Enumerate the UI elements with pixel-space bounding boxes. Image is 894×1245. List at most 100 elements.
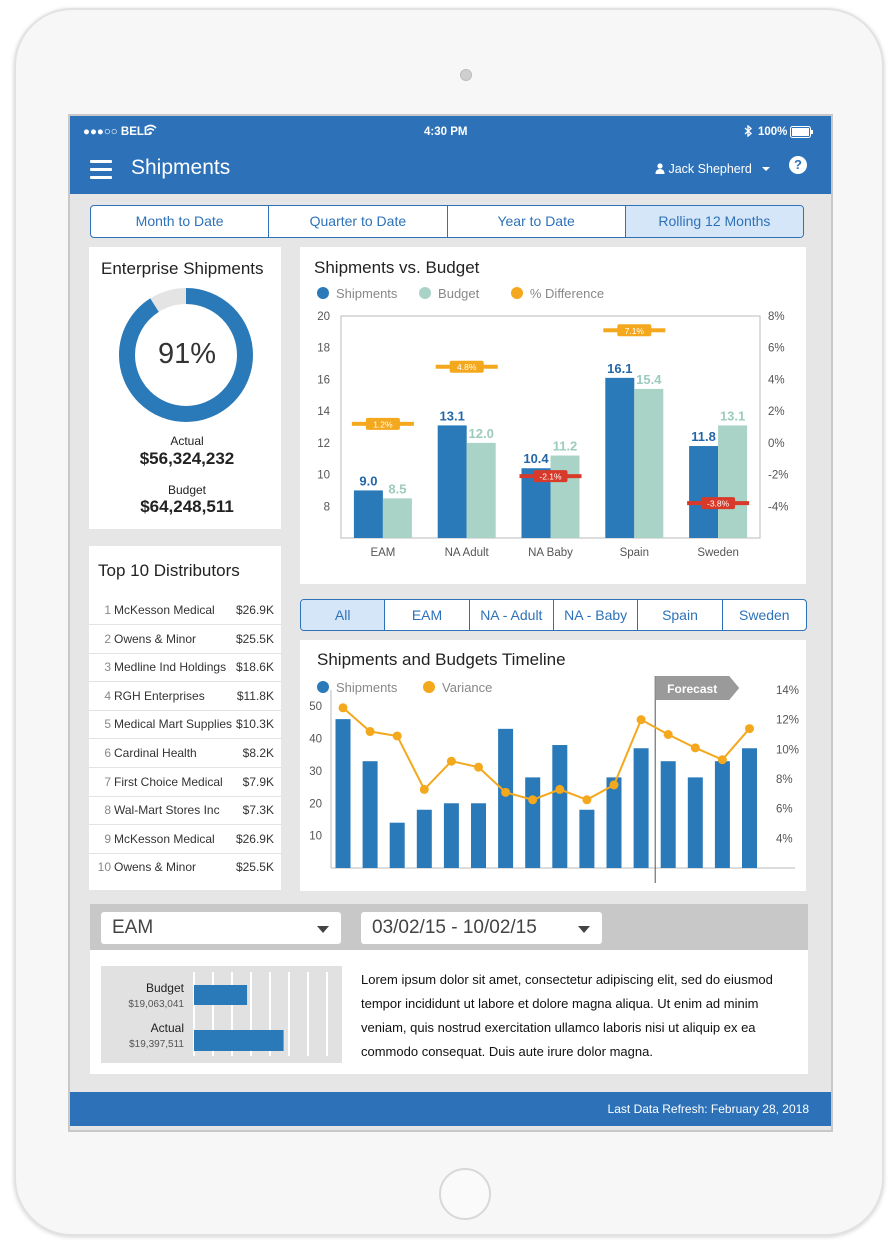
variance-point — [528, 795, 538, 805]
tab-sweden[interactable]: Sweden — [721, 600, 806, 630]
chart1-title: Shipments vs. Budget — [314, 258, 480, 277]
bar-value-label: $19,063,041 — [128, 999, 184, 1010]
distributor-rank: 5 — [104, 717, 111, 732]
x-tick-label: NA Adult — [445, 547, 490, 559]
legend-shipments: Shipments — [336, 286, 398, 301]
distributor-row[interactable]: 6 Cardinal Health $8.2K — [89, 739, 281, 768]
distributor-rank: 4 — [104, 688, 111, 703]
budget-actual-panel: Budget $19,063,041 Actual $19,397,511 — [101, 966, 342, 1063]
distributor-value: $25.5K — [235, 631, 274, 646]
home-button[interactable] — [439, 1168, 491, 1220]
shipments-vs-budget-chart: 20 18 16 14 12 10 8 8% 6% 4% 2% 0% -2% -4% EAM 9.0 8.5 1.… — [317, 311, 788, 559]
y2-tick-label: 8% — [768, 311, 785, 323]
page-title: Shipments — [131, 156, 231, 179]
budget-actual-chart: Budget $19,063,041 Actual $19,397,511 — [128, 972, 328, 1056]
y-tick-label: 8 — [324, 501, 330, 513]
y2-tick-label: 8% — [776, 774, 793, 786]
filter-bar: EAM 03/02/15 - 10/02/15 — [90, 904, 808, 950]
distributor-row[interactable]: 9 McKesson Medical $26.9K — [89, 825, 281, 854]
date-range-value: 03/02/15 - 10/02/15 — [372, 917, 537, 938]
caret-down-icon — [317, 926, 329, 933]
distributor-rank: 8 — [104, 803, 111, 818]
difference-marker — [533, 470, 568, 483]
y2-tick-label: -4% — [768, 501, 788, 513]
difference-label: -3.8% — [707, 499, 730, 509]
bar-data-label: 11.8 — [691, 429, 716, 444]
variance-point — [365, 727, 375, 737]
distributor-row[interactable]: 5 Medical Mart Supplies $10.3K — [89, 710, 281, 740]
battery-icon — [790, 126, 814, 141]
distributor-name: First Choice Medical — [114, 774, 223, 789]
app-header: Shipments Jack Shepherd ? — [70, 150, 831, 194]
timeline-bar — [606, 777, 622, 868]
bar-category-label: Budget — [146, 981, 185, 995]
help-icon[interactable]: ? — [789, 156, 807, 174]
tab-rolling-12-months[interactable]: Rolling 12 Months — [624, 206, 803, 237]
distributor-row[interactable]: 3 Medline Ind Holdings $18.6K — [89, 653, 281, 683]
distributor-rank: 2 — [104, 631, 111, 646]
variance-legend-icon — [423, 681, 436, 693]
y2-tick-label: 6% — [776, 804, 793, 816]
distributor-name: McKesson Medical — [114, 603, 215, 617]
distributor-value: $10.3K — [235, 717, 274, 732]
timeline-bar — [714, 761, 730, 868]
timeline-bar — [525, 777, 541, 868]
variance-point — [474, 762, 483, 772]
x-tick-label: Spain — [620, 547, 649, 559]
bar-data-label: 16.1 — [607, 361, 632, 376]
distributor-value: $8.2K — [242, 746, 274, 760]
chevron-down-icon — [755, 162, 771, 176]
bar-budget — [466, 442, 496, 538]
bar-data-label: 11.2 — [553, 439, 578, 454]
tab-all[interactable]: All — [301, 600, 385, 630]
tab-na-baby[interactable]: NA - Baby — [552, 600, 637, 630]
detail-card: Budget $19,063,041 Actual $19,397,511 Lorem… — [90, 950, 808, 1074]
wifi-icon — [144, 124, 157, 138]
variance-point — [663, 730, 673, 739]
tab-quarter-to-date[interactable]: Quarter to Date — [268, 206, 446, 237]
y2-tick-label: 0% — [768, 438, 785, 450]
variance-point — [582, 795, 592, 805]
distributor-rank: 3 — [104, 660, 111, 675]
bar-data-label: 12.0 — [469, 426, 494, 441]
y2-tick-label: 6% — [768, 343, 785, 355]
distributor-row[interactable]: 4 RGH Enterprises $11.8K — [89, 682, 281, 711]
y-tick-label: 16 — [317, 374, 330, 386]
tab-month-to-date[interactable]: Month to Date — [135, 213, 224, 229]
distributor-value: $7.3K — [242, 803, 274, 818]
app-screen: ●●●○○ BELL 4:30 PM 100% Shipments Jack S… — [68, 114, 833, 1132]
distributor-row[interactable]: 1 McKesson Medical $26.9K — [89, 596, 281, 625]
distributor-row[interactable]: 7 First Choice Medical $7.9K — [89, 768, 281, 797]
variance-point — [419, 784, 429, 794]
distributor-row[interactable]: 2 Owens & Minor $25.5K — [89, 625, 281, 654]
variance-point — [392, 731, 402, 741]
distributor-name: Medical Mart Supplies — [114, 717, 233, 732]
menu-icon[interactable] — [90, 160, 112, 179]
timeline-card: Shipments and Budgets Timeline Shipments… — [300, 640, 806, 891]
legend-budget: Budget — [438, 286, 480, 301]
distributor-name: Owens & Minor — [114, 631, 197, 646]
date-range-dropdown[interactable]: 03/02/15 - 10/02/15 — [361, 912, 602, 944]
user-menu[interactable]: Jack Shepherd — [655, 162, 771, 176]
distributor-row[interactable]: 8 Wal-Mart Stores Inc $7.3K — [89, 796, 281, 826]
chart1-legend: Shipments Budget % Difference — [317, 286, 604, 301]
difference-marker — [617, 324, 652, 337]
region-dropdown[interactable]: EAM — [101, 912, 341, 944]
tab-spain[interactable]: Spain — [637, 600, 721, 630]
tab-year-to-date[interactable]: Year to Date — [446, 206, 625, 237]
bar-data-label: 10.4 — [523, 451, 549, 466]
camera-icon — [460, 69, 472, 81]
bar-data-label: 13.1 — [440, 408, 465, 423]
tab-na-adult[interactable]: NA - Adult — [468, 600, 553, 630]
shipments-legend-icon — [317, 287, 329, 299]
y-tick-label: 30 — [309, 766, 322, 778]
tab-eam[interactable]: EAM — [384, 600, 468, 630]
variance-line — [342, 707, 751, 801]
region-dropdown-value: EAM — [112, 917, 154, 938]
distributor-row[interactable]: 10 Owens & Minor $25.5K — [89, 853, 281, 881]
x-tick-label: EAM — [370, 547, 395, 559]
legend-shipments: Shipments — [336, 680, 398, 695]
y2-tick-label: 2% — [768, 406, 785, 418]
footer-bar: Last Data Refresh: February 28, 2018 — [70, 1092, 831, 1126]
bar-data-label: 15.4 — [636, 372, 662, 387]
